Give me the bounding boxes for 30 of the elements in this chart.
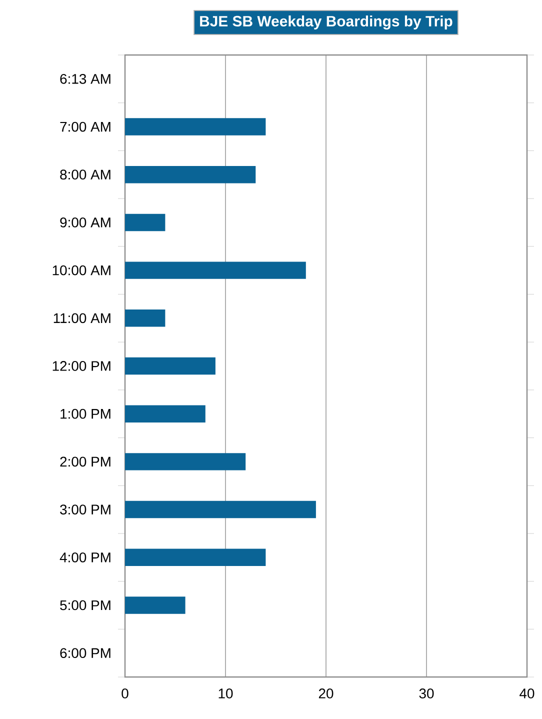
bar [125, 453, 246, 470]
bar [125, 118, 266, 136]
x-tick-label: 40 [520, 688, 534, 698]
bar [125, 262, 306, 279]
y-tick-label: 2:00 PM [60, 456, 110, 467]
x-tick-label: 30 [419, 688, 434, 698]
y-tick-label: 6:13 AM [60, 74, 110, 84]
y-tick-label: 9:00 AM [60, 218, 110, 228]
x-tick-label: 0 [122, 688, 128, 698]
y-tick-label: 7:00 AM [60, 122, 110, 132]
y-tick-label: 12:00 PM [52, 361, 110, 371]
y-tick-label: 3:00 PM [60, 504, 110, 514]
y-tick-label: 6:00 PM [60, 648, 110, 658]
y-tick-label: 11:00 AM [54, 313, 110, 324]
bar [125, 214, 166, 232]
x-tick-label: 20 [318, 688, 334, 698]
y-tick-label: 5:00 PM [60, 600, 110, 610]
y-tick-label: 10:00 AM [52, 265, 110, 276]
y-tick-label: 4:00 PM [60, 552, 110, 562]
bar [125, 357, 216, 375]
chart-title: BJE SB Weekday Boardings by Trip [200, 16, 452, 30]
bar [125, 310, 166, 327]
x-tick-label: 10 [218, 688, 233, 698]
bar [125, 548, 266, 566]
y-tick-label: 8:00 AM [60, 170, 110, 180]
bar [125, 166, 256, 184]
y-tick-label: 1:00 PM [60, 408, 110, 419]
bar [125, 405, 206, 422]
bar [125, 500, 316, 518]
bar [125, 596, 186, 614]
